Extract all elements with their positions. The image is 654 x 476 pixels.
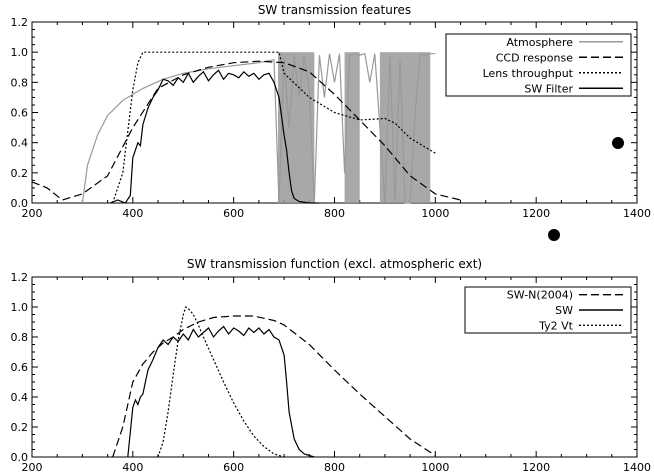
- x-tick-label: 1200: [522, 207, 550, 220]
- marker-dot: [612, 137, 624, 149]
- series-atmosphere-band: [278, 52, 315, 203]
- y-tick-label: 0.4: [11, 137, 29, 150]
- chart-title: SW transmission features: [258, 3, 411, 17]
- chart-title: SW transmission function (excl. atmosphe…: [187, 257, 482, 271]
- legend-label-sw: SW: [555, 304, 573, 317]
- x-tick-label: 800: [324, 461, 345, 474]
- x-tick-label: 1200: [522, 461, 550, 474]
- x-tick-label: 200: [22, 207, 43, 220]
- series-atmosphere-line: [81, 52, 436, 204]
- y-tick-label: 1.2: [11, 16, 29, 29]
- y-tick-label: 0.0: [11, 197, 29, 210]
- legend-box: [445, 33, 632, 97]
- y-tick-label: 1.0: [11, 46, 29, 59]
- series-ty2-vt-line: [157, 306, 285, 458]
- y-tick-label: 0.6: [11, 361, 29, 374]
- series-ccd-response-line: [31, 60, 461, 201]
- y-tick-label: 0.6: [11, 107, 29, 120]
- y-tick-label: 0.2: [11, 421, 29, 434]
- x-tick-label: 600: [223, 461, 244, 474]
- legend-label-atmosphere: Atmosphere: [506, 36, 573, 49]
- y-tick-label: 1.2: [11, 271, 29, 284]
- y-tick-label: 0.8: [11, 331, 29, 344]
- series-sw-line: [127, 325, 315, 458]
- series-sw-n-2004-line: [112, 315, 436, 458]
- x-tick-label: 800: [324, 207, 345, 220]
- series-sw-filter-line: [109, 69, 320, 204]
- legend-label-sw-filter: SW Filter: [524, 82, 573, 95]
- legend-label-ccd-response: CCD response: [496, 51, 574, 64]
- marker-dot: [548, 229, 560, 241]
- x-tick-label: 1400: [623, 461, 651, 474]
- y-tick-label: 0.8: [11, 76, 29, 89]
- series-lens-throughput-line: [112, 51, 436, 204]
- y-tick-label: 0.2: [11, 167, 29, 180]
- x-tick-label: 600: [223, 207, 244, 220]
- legend-label-sw-n-2004: SW-N(2004): [507, 289, 573, 302]
- x-tick-label: 1000: [421, 207, 449, 220]
- legend-label-lens-throughput: Lens throughput: [483, 67, 574, 80]
- series-atmosphere-band: [379, 52, 431, 203]
- x-tick-label: 400: [122, 207, 143, 220]
- y-tick-label: 0.0: [11, 451, 29, 464]
- x-tick-label: 1000: [421, 461, 449, 474]
- legend-label-ty2-vt: Ty2 Vt: [538, 319, 574, 332]
- x-tick-label: 1400: [623, 207, 651, 220]
- x-tick-label: 200: [22, 461, 43, 474]
- y-tick-label: 0.4: [11, 391, 29, 404]
- x-tick-label: 400: [122, 461, 143, 474]
- y-tick-label: 1.0: [11, 301, 29, 314]
